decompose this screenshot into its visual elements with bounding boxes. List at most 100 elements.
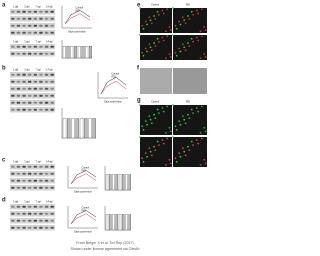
- cell: [178, 20, 181, 23]
- blot-band: [27, 186, 32, 189]
- blot-band: [50, 205, 54, 208]
- micrograph: [173, 8, 207, 33]
- cell: [161, 139, 164, 141]
- cell: [203, 158, 206, 161]
- blot-band: [44, 205, 49, 208]
- blot-band: [27, 73, 32, 76]
- cell: [199, 164, 202, 166]
- blot-band: [27, 172, 32, 175]
- blot-band: [22, 87, 26, 90]
- blot-band: [39, 80, 43, 83]
- blot-band: [16, 17, 21, 20]
- cell: [153, 113, 155, 116]
- blot-band: [39, 101, 43, 104]
- blot-band: [39, 52, 43, 55]
- blot-band: [27, 212, 32, 215]
- cell: [197, 142, 200, 145]
- blot-strip: [10, 171, 55, 177]
- blot-band: [33, 73, 38, 76]
- blot-band: [50, 24, 54, 27]
- cell: [183, 46, 186, 49]
- blot-band: [16, 45, 21, 48]
- blot-band: [11, 73, 15, 76]
- blot-band: [33, 45, 38, 48]
- cell: [139, 104, 141, 106]
- cell: [165, 164, 167, 166]
- blot-band: [44, 31, 49, 34]
- legend-ird: IRD: [76, 10, 80, 13]
- cell: [142, 161, 145, 163]
- cell: [146, 50, 148, 53]
- blot-band: [11, 94, 15, 97]
- cell: [175, 161, 178, 163]
- blot-band: [22, 212, 26, 215]
- blot-band: [16, 186, 21, 189]
- blot-band: [22, 172, 26, 175]
- blot-band: [33, 31, 38, 34]
- bar: [122, 174, 125, 191]
- micrograph-gray: [140, 68, 172, 94]
- bar: [128, 214, 131, 231]
- blot-strip: [10, 211, 55, 217]
- cell: [141, 125, 144, 128]
- blot-band: [39, 212, 43, 215]
- cell: [190, 108, 193, 111]
- blot-band: [39, 172, 43, 175]
- blot-band: [11, 172, 15, 175]
- blot-strip: [10, 100, 55, 106]
- cell: [141, 24, 144, 27]
- bar: [112, 174, 115, 191]
- cell: [156, 108, 159, 111]
- blot-band: [50, 108, 54, 111]
- bar: [89, 46, 92, 59]
- blot-band: [16, 165, 21, 168]
- blot-band: [33, 179, 38, 182]
- cell: [165, 132, 167, 134]
- cell: [178, 152, 181, 155]
- blot-band: [22, 186, 26, 189]
- cell: [197, 110, 200, 113]
- micrograph: [140, 8, 172, 33]
- blot-band: [22, 52, 26, 55]
- blot-band: [39, 226, 43, 229]
- x-axis-label: Days post-lesion: [104, 101, 122, 104]
- cell: [168, 158, 171, 161]
- bar: [85, 46, 89, 59]
- bar: [128, 174, 131, 191]
- blot-band: [11, 165, 15, 168]
- cell: [190, 37, 193, 40]
- blot-band: [33, 17, 38, 20]
- blot-band: [50, 226, 54, 229]
- cell: [204, 130, 207, 133]
- cell: [166, 35, 169, 38]
- blot-band: [11, 87, 15, 90]
- lane-label: 1 dpl: [13, 69, 19, 72]
- cell: [188, 149, 191, 152]
- bar: [62, 46, 66, 59]
- blot-band: [44, 186, 49, 189]
- cell: [156, 10, 159, 13]
- blot-band: [33, 108, 38, 111]
- lane-label: 3 dpl: [24, 161, 30, 164]
- blot-band: [44, 226, 49, 229]
- blot-band: [39, 94, 43, 97]
- blot-band: [16, 108, 21, 111]
- blot-band: [27, 101, 32, 104]
- cell: [192, 144, 194, 147]
- cell: [150, 122, 153, 125]
- cell: [201, 137, 203, 140]
- blot-strip: [10, 16, 55, 22]
- blot-band: [11, 31, 15, 34]
- image-header: IRD: [186, 101, 190, 104]
- cell: [153, 15, 155, 17]
- lane-label: 1 dpl: [13, 6, 19, 9]
- cell: [192, 13, 194, 16]
- cell: [154, 149, 157, 152]
- bar: [67, 118, 71, 139]
- blot-band: [16, 172, 21, 175]
- blot-band: [22, 101, 26, 104]
- panel-letter: f: [137, 66, 140, 72]
- cell: [150, 22, 153, 25]
- blot-band: [22, 205, 26, 208]
- blot-band: [27, 179, 32, 182]
